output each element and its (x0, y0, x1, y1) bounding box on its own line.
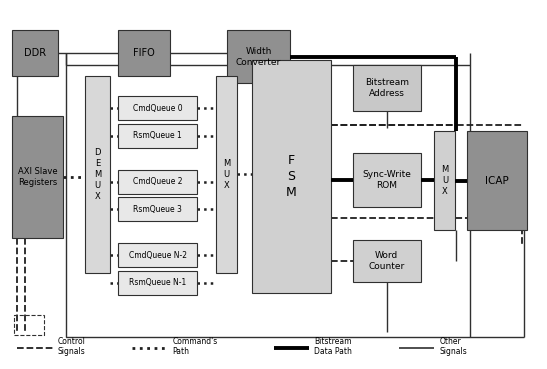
Text: CmdQueue 0: CmdQueue 0 (133, 104, 182, 113)
Text: CmdQueue 2: CmdQueue 2 (133, 177, 182, 186)
Bar (252, 59, 331, 293)
Text: AXI Slave
Registers: AXI Slave Registers (18, 167, 57, 187)
Bar (353, 239, 421, 282)
Text: RsmQueue 3: RsmQueue 3 (133, 205, 182, 214)
Text: CmdQueue N-2: CmdQueue N-2 (129, 251, 187, 260)
Text: Control
Signals: Control Signals (58, 337, 86, 356)
Bar (467, 131, 527, 231)
Bar (118, 170, 197, 194)
Text: Width
Converter: Width Converter (236, 47, 281, 67)
Text: Bitstream
Address: Bitstream Address (365, 78, 409, 98)
Text: M
U
X: M U X (223, 159, 230, 190)
Bar (216, 76, 237, 273)
Text: ICAP: ICAP (485, 176, 509, 186)
Text: Bitstream
Data Path: Bitstream Data Path (315, 337, 352, 356)
Bar (14, 315, 44, 335)
Text: F
S
M: F S M (286, 154, 296, 199)
Text: M
U
X: M U X (441, 165, 449, 196)
Text: Other
Signals: Other Signals (440, 337, 468, 356)
Text: RsmQueue 1: RsmQueue 1 (133, 131, 182, 140)
Bar (118, 96, 197, 120)
Text: Sync-Write
ROM: Sync-Write ROM (362, 170, 411, 190)
Bar (353, 65, 421, 111)
Text: DDR: DDR (24, 48, 46, 58)
Bar (434, 131, 455, 231)
Bar (11, 30, 58, 76)
Text: D
E
M
U
X: D E M U X (94, 148, 101, 201)
Text: Command's
Path: Command's Path (172, 337, 218, 356)
Text: RsmQueue N-1: RsmQueue N-1 (129, 278, 186, 287)
Bar (11, 117, 63, 238)
Text: Word
Counter: Word Counter (369, 251, 405, 271)
Bar (85, 76, 110, 273)
Bar (66, 65, 470, 337)
Bar (118, 197, 197, 221)
Bar (227, 30, 290, 83)
Bar (118, 30, 170, 76)
Bar (118, 243, 197, 267)
Text: FIFO: FIFO (133, 48, 155, 58)
Bar (118, 271, 197, 295)
Bar (118, 124, 197, 148)
Bar (353, 153, 421, 207)
